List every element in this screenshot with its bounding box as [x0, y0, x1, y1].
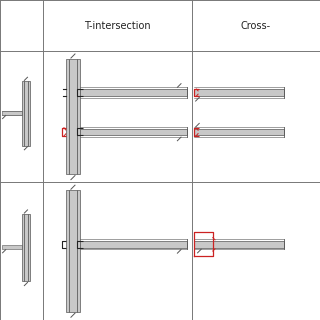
- Bar: [22, 81, 24, 146]
- Text: T-intersection: T-intersection: [84, 20, 151, 31]
- Bar: [69, 190, 77, 312]
- Bar: [22, 214, 24, 282]
- Bar: [2, 245, 22, 249]
- Bar: [80, 241, 187, 248]
- Bar: [28, 214, 30, 282]
- Bar: [194, 241, 284, 248]
- Bar: [2, 111, 22, 115]
- Bar: [69, 59, 77, 174]
- Bar: [194, 89, 284, 96]
- Bar: [80, 89, 187, 96]
- Bar: [80, 129, 187, 135]
- Bar: [194, 129, 284, 135]
- Bar: [24, 81, 28, 146]
- Bar: [24, 214, 28, 282]
- Bar: [66, 59, 69, 174]
- Bar: [28, 81, 30, 146]
- Bar: [77, 59, 80, 174]
- Bar: [66, 190, 69, 312]
- Text: Cross-: Cross-: [241, 20, 271, 31]
- Bar: [77, 190, 80, 312]
